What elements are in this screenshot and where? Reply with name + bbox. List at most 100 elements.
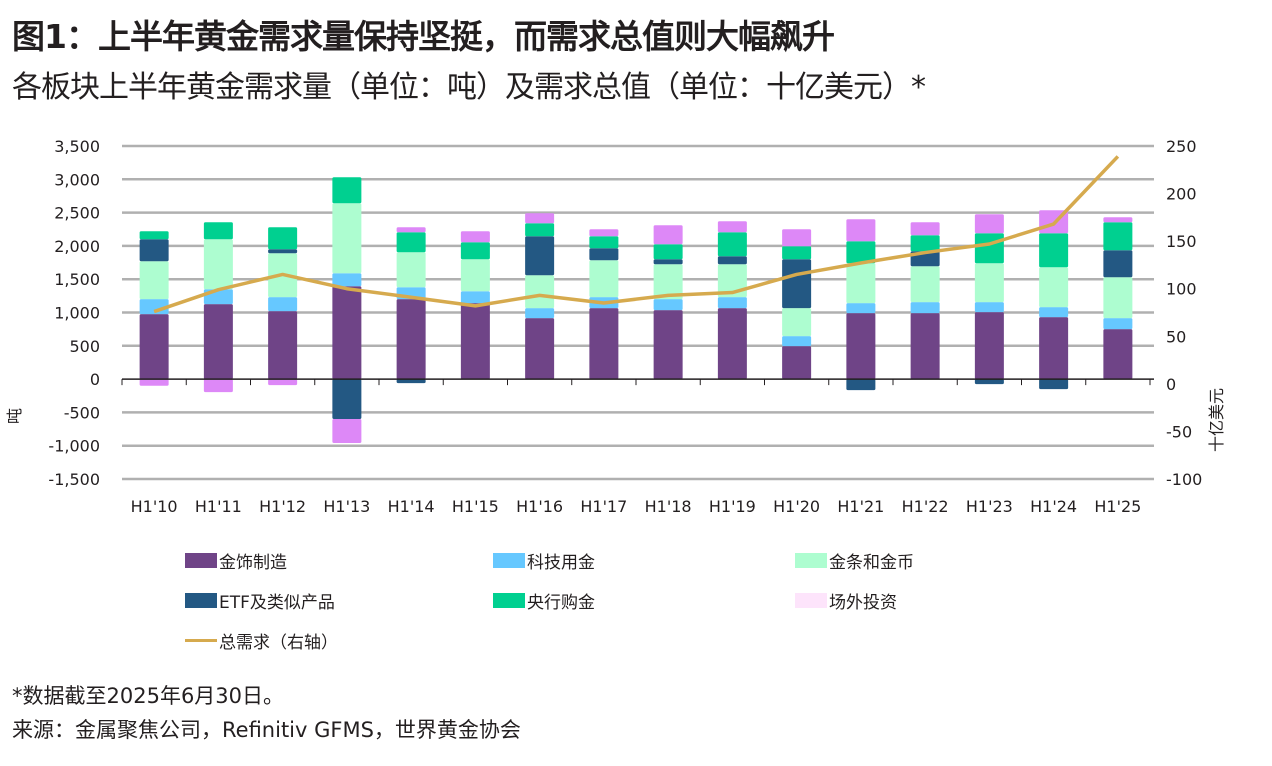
bar-segment bbox=[653, 310, 683, 380]
bar-segment bbox=[1103, 217, 1133, 223]
bar-segment bbox=[1103, 250, 1133, 278]
bar-stack bbox=[525, 213, 555, 380]
bar-stack bbox=[268, 227, 298, 386]
bar-segment bbox=[1103, 318, 1133, 330]
bar-segment bbox=[460, 259, 490, 292]
y-tick-label: -500 bbox=[64, 403, 100, 422]
bar-segment bbox=[332, 177, 362, 204]
bar-segment bbox=[782, 346, 812, 380]
bar-segment bbox=[1103, 222, 1133, 251]
bar-segment bbox=[203, 222, 233, 240]
chart-subtitle: 各板块上半年黄金需求量（单位：吨）及需求总值（单位：十亿美元）* bbox=[12, 70, 926, 105]
bar-segment bbox=[1039, 307, 1069, 318]
bar-stack bbox=[910, 222, 940, 380]
y-tick-label: 0 bbox=[90, 370, 100, 389]
y2-tick-label: -50 bbox=[1166, 422, 1192, 441]
legend-item-central-banks: 央行购金 bbox=[493, 588, 595, 613]
bar-segment bbox=[460, 242, 490, 260]
y-axis-title: 吨 bbox=[5, 408, 24, 424]
y-tick-label: 3,000 bbox=[54, 170, 100, 189]
legend-label: 科技用金 bbox=[527, 553, 595, 573]
legend-item-etf: ETF及类似产品 bbox=[185, 588, 335, 613]
bar-stack bbox=[717, 221, 747, 380]
bar-segment bbox=[460, 231, 490, 243]
bar-segment bbox=[717, 297, 747, 309]
bar-segment bbox=[846, 241, 876, 264]
bar-segment bbox=[974, 263, 1004, 303]
bar-stack bbox=[653, 225, 683, 380]
chart-title: 图1：上半年黄金需求量保持坚挺，而需求总值则大幅飙升 bbox=[12, 17, 835, 56]
x-tick-label: H1'10 bbox=[131, 497, 178, 516]
bar-stack bbox=[1039, 210, 1069, 390]
legend-swatch bbox=[185, 593, 217, 608]
bar-segment bbox=[268, 297, 298, 312]
bar-segment bbox=[782, 229, 812, 247]
x-tick-label: H1'17 bbox=[580, 497, 627, 516]
bar-segment bbox=[653, 264, 683, 300]
x-tick-label: H1'23 bbox=[966, 497, 1013, 516]
bar-stack bbox=[203, 222, 233, 393]
legend: 金饰制造 科技用金 金条和金币 ETF及类似产品 央行购金 场外投资 总需求（右… bbox=[185, 548, 1085, 658]
y-tick-label: 2,000 bbox=[54, 237, 100, 256]
bar-segment bbox=[1103, 277, 1133, 319]
bar-segment bbox=[525, 236, 555, 276]
legend-swatch bbox=[795, 553, 827, 568]
bar-segment bbox=[589, 308, 619, 380]
footnote: *数据截至2025年6月30日。 bbox=[12, 684, 285, 708]
x-axis-labels: H1'10 H1'11 H1'12 H1'13 H1'14 H1'15 H1'16 H1'17… bbox=[131, 497, 1142, 516]
x-tick-label: H1'24 bbox=[1030, 497, 1077, 516]
bar-segment bbox=[139, 314, 169, 380]
bar-segment bbox=[1103, 329, 1133, 380]
legend-swatch bbox=[493, 593, 525, 608]
legend-label: 总需求（右轴） bbox=[219, 633, 338, 653]
bar-segment bbox=[717, 232, 747, 257]
legend-item-bars-coins: 金条和金币 bbox=[795, 548, 914, 573]
x-tick-label: H1'16 bbox=[516, 497, 563, 516]
legend-label: 场外投资 bbox=[829, 593, 897, 613]
y-axis-left: 3,500 3,000 2,500 2,000 1,500 1,000 500 0 -500 -1… bbox=[48, 137, 100, 489]
bar-segment bbox=[139, 239, 169, 262]
bar-segment bbox=[846, 303, 876, 314]
x-tick-label: H1'13 bbox=[323, 497, 370, 516]
x-tick-label: H1'14 bbox=[388, 497, 435, 516]
y-tick-label: 500 bbox=[69, 337, 100, 356]
bar-segment bbox=[268, 227, 298, 250]
x-tick-label: H1'18 bbox=[645, 497, 692, 516]
legend-label: ETF及类似产品 bbox=[219, 593, 335, 613]
bar-segment bbox=[332, 419, 362, 444]
legend-item-jewelry: 金饰制造 bbox=[185, 548, 287, 573]
bar-segment bbox=[1039, 267, 1069, 308]
source-note: 来源：金属聚焦公司，Refinitiv GFMS，世界黄金协会 bbox=[12, 718, 521, 742]
legend-line-swatch bbox=[185, 639, 217, 642]
y2-axis-title: 十亿美元 bbox=[1207, 388, 1226, 452]
bar-segment bbox=[782, 336, 812, 347]
bar-segment bbox=[332, 203, 362, 274]
x-tick-label: H1'11 bbox=[195, 497, 242, 516]
bar-segment bbox=[396, 232, 426, 253]
bar-segment bbox=[139, 231, 169, 240]
y2-tick-label: 50 bbox=[1166, 327, 1186, 346]
y2-tick-label: 0 bbox=[1166, 375, 1176, 394]
legend-label: 央行购金 bbox=[527, 593, 595, 613]
legend-swatch bbox=[493, 553, 525, 568]
bar-stack bbox=[396, 227, 426, 384]
bar-segment bbox=[974, 302, 1004, 313]
bar-segment bbox=[782, 246, 812, 260]
bar-segment bbox=[910, 222, 940, 236]
bar-segment bbox=[910, 235, 940, 252]
x-tick-label: H1'15 bbox=[452, 497, 499, 516]
x-tick-label: H1'22 bbox=[902, 497, 949, 516]
bar-segment bbox=[332, 273, 362, 287]
bar-segment bbox=[139, 261, 169, 300]
bar-segment bbox=[1039, 379, 1069, 390]
bar-stack bbox=[139, 231, 169, 386]
bar-segment bbox=[396, 252, 426, 288]
total-demand-line bbox=[153, 155, 1120, 314]
legend-label: 金饰制造 bbox=[219, 553, 287, 573]
bar-segment bbox=[653, 244, 683, 260]
y2-tick-label: 150 bbox=[1166, 232, 1197, 251]
y-tick-label: 1,000 bbox=[54, 304, 100, 323]
bar-segment bbox=[1039, 233, 1069, 268]
bar-segment bbox=[460, 291, 490, 304]
bar-stack bbox=[974, 214, 1004, 385]
